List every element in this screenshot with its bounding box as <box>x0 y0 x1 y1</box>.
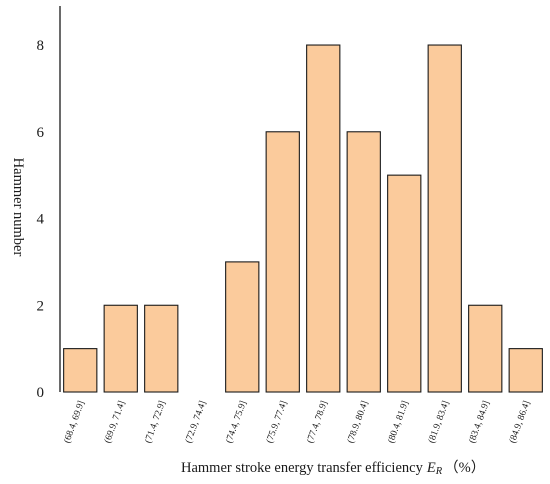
bar <box>306 44 341 393</box>
y-axis-title: Hammer number <box>10 158 26 257</box>
x-category-label: (69.9, 71.4] <box>102 399 127 444</box>
bar <box>144 304 179 393</box>
bar <box>508 348 543 393</box>
bar <box>265 131 300 393</box>
y-axis-ticks: 0 2 4 6 8 <box>37 38 45 401</box>
x-category-label: (80.4, 81.9] <box>386 399 411 444</box>
y-tick-label: 0 <box>37 385 45 401</box>
bar <box>225 261 260 393</box>
bar <box>63 348 98 393</box>
x-category-label: (74.4, 75.9] <box>224 399 249 444</box>
x-category-label: (68.4, 69.9] <box>62 399 87 444</box>
y-tick-label: 6 <box>37 125 45 141</box>
x-category-label: (72.9, 74.4] <box>183 399 208 444</box>
bar <box>387 174 422 393</box>
x-axis-title-symbol: E <box>426 460 436 476</box>
y-tick-label: 8 <box>37 38 45 54</box>
x-axis-title-subscript: R <box>435 466 443 477</box>
x-category-label: (75.9, 77.4] <box>264 399 289 444</box>
bar <box>103 304 138 393</box>
bar <box>468 304 503 393</box>
x-category-label: (77.4, 78.9] <box>305 399 330 444</box>
x-axis-title: Hammer stroke energy transfer efficiency… <box>181 459 485 477</box>
bars <box>63 44 543 393</box>
x-axis-title-unit: （%） <box>444 459 485 476</box>
x-category-label: (78.9, 80.4] <box>345 399 370 444</box>
x-axis-category-labels: (68.4, 69.9] (69.9, 71.4] (71.4, 72.9] (72.… <box>62 399 533 444</box>
x-category-label: (84.9, 86.4] <box>507 399 532 444</box>
bar <box>427 44 462 393</box>
x-category-label: (81.9, 83.4] <box>426 399 451 444</box>
y-tick-label: 4 <box>37 212 45 228</box>
x-category-label: (71.4, 72.9] <box>143 399 168 444</box>
x-category-label: (83.4, 84.9] <box>467 399 492 444</box>
x-axis-title-text: Hammer stroke energy transfer efficiency <box>181 460 424 476</box>
bar <box>346 131 381 393</box>
y-tick-label: 2 <box>37 298 45 314</box>
